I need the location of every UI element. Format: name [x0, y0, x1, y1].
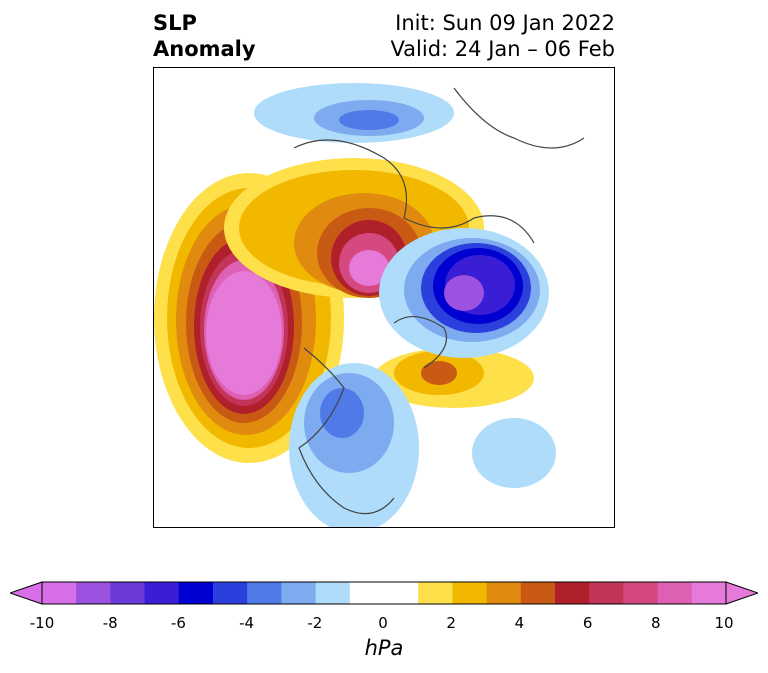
europe-low-anomaly — [254, 83, 454, 143]
colorbar-segment — [384, 582, 419, 604]
anomaly-map — [154, 83, 585, 527]
atlantic-high-anomaly — [374, 348, 534, 408]
map-title: SLP Anomaly — [153, 10, 256, 62]
colorbar-min-arrow — [10, 581, 43, 605]
map-dates: Init: Sun 09 Jan 2022 Valid: 24 Jan – 06… — [390, 10, 615, 62]
colorbar-segment — [520, 582, 556, 604]
colorbar-segment — [623, 582, 659, 604]
colorbar-segment — [76, 582, 111, 604]
title-line-2: Anomaly — [153, 37, 256, 61]
colorbar-tick-label: -8 — [102, 614, 118, 632]
colorbar-segment — [589, 582, 624, 604]
colorbar-max-arrow — [725, 581, 758, 605]
colorbar-tick-label: 10 — [714, 614, 734, 632]
colorbar-segment — [178, 582, 214, 604]
colorbar-segment — [144, 582, 180, 604]
us-low-anomaly — [289, 363, 419, 527]
map-panel — [153, 67, 615, 528]
colorbar-segment — [657, 582, 693, 604]
colorbar-tick-label: 4 — [514, 614, 525, 632]
colorbar-tick-label: 6 — [582, 614, 593, 632]
colorbar-segment — [418, 582, 453, 604]
colorbar-segment — [315, 582, 351, 604]
colorbar-segment — [349, 582, 385, 604]
colorbar-segment — [281, 582, 317, 604]
colorbar-tick-label: 2 — [446, 614, 456, 632]
colorbar-segment — [452, 582, 488, 604]
colorbar-segment — [691, 582, 727, 604]
colorbar-segments — [10, 581, 758, 605]
colorbar-tick-label: -4 — [239, 614, 255, 632]
colorbar-tick-label: -6 — [170, 614, 186, 632]
colorbar-units: hPa — [364, 636, 404, 660]
colorbar-tick-label: -10 — [29, 614, 55, 632]
eurasia-low-anomaly — [379, 228, 549, 358]
north-atlantic-low-anomaly — [472, 418, 556, 488]
colorbar-tick-label: 8 — [651, 614, 661, 632]
colorbar-tick-label: -2 — [307, 614, 323, 632]
colorbar-segment — [42, 582, 77, 604]
coastlines — [293, 87, 585, 515]
init-date: Init: Sun 09 Jan 2022 — [395, 11, 615, 35]
pacific-high-anomaly — [154, 173, 344, 463]
valid-range: Valid: 24 Jan – 06 Feb — [390, 37, 615, 61]
title-line-1: SLP — [153, 11, 197, 35]
colorbar-segment — [110, 582, 146, 604]
colorbar-tick-label: 0 — [378, 614, 388, 632]
colorbar-segment — [555, 582, 590, 604]
colorbar-border — [41, 581, 727, 605]
colorbar-segment — [486, 582, 522, 604]
colorbar-segment — [213, 582, 248, 604]
colorbar-segment — [247, 582, 282, 604]
colorbar — [10, 581, 758, 605]
